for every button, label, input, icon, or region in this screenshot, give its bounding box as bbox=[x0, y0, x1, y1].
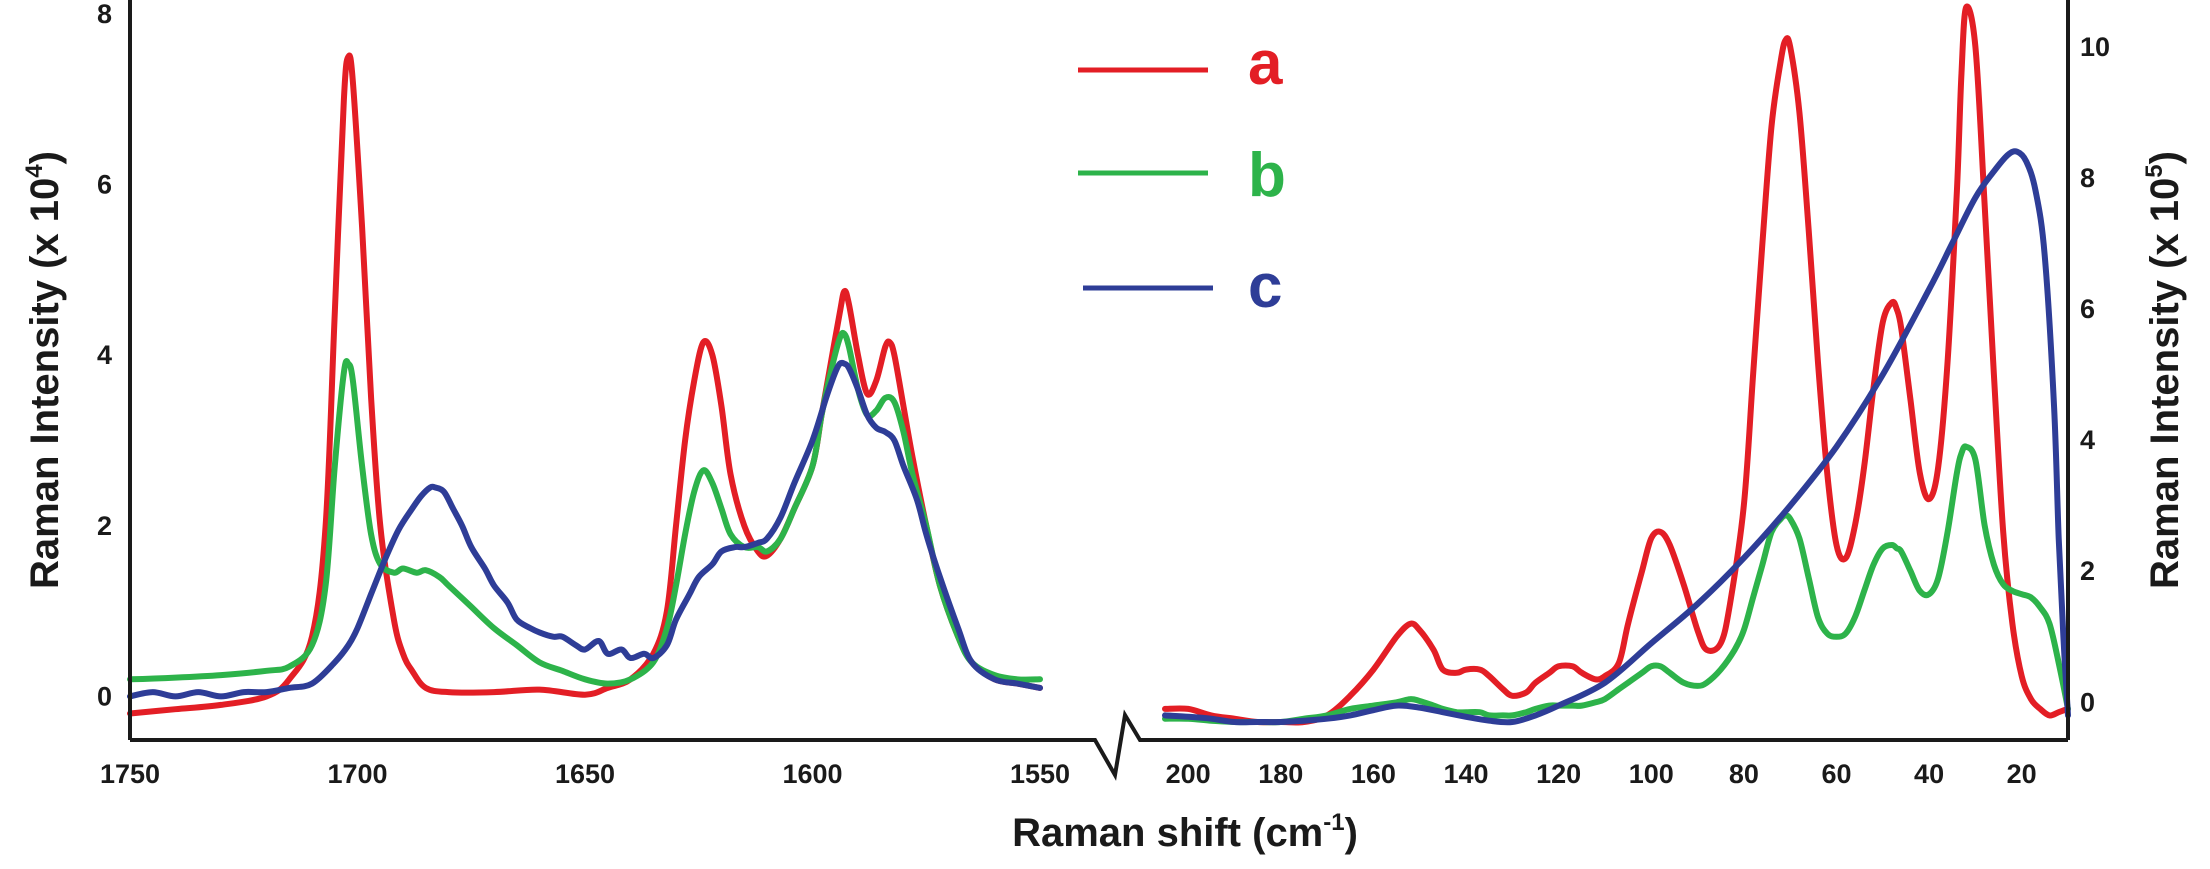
left-y-tick-label: 0 bbox=[97, 681, 112, 711]
right-y-tick-label: 10 bbox=[2080, 32, 2110, 62]
legend-entry-a: a bbox=[1078, 29, 1283, 98]
legend-label-a: a bbox=[1248, 29, 1283, 98]
x-axis-with-break bbox=[130, 709, 2068, 781]
left-x-tick-label: 1750 bbox=[100, 759, 160, 789]
right-y-tick-label: 2 bbox=[2080, 556, 2095, 586]
right-y-axis-label: Raman Intensity (x 105) bbox=[2141, 151, 2187, 589]
right-y-tick-label: 4 bbox=[2080, 425, 2095, 455]
legend-entry-b: b bbox=[1078, 141, 1286, 210]
right-x-ticks: 200 180 160 140 120 100 80 60 40 20 bbox=[1166, 759, 2037, 789]
right-x-tick-label: 180 bbox=[1258, 759, 1303, 789]
left-x-tick-label: 1600 bbox=[782, 759, 842, 789]
right-x-tick-label: 20 bbox=[2007, 759, 2037, 789]
left-y-axis-label: Raman Intensity (x 104) bbox=[21, 151, 67, 589]
legend-label-c: c bbox=[1248, 252, 1282, 321]
right-series-line-b bbox=[1162, 443, 2071, 726]
right-series-line-a bbox=[1162, 3, 2071, 726]
left-series-line-c bbox=[127, 359, 1043, 700]
right-x-tick-label: 160 bbox=[1351, 759, 1396, 789]
right-y-tick-label: 6 bbox=[2080, 294, 2095, 324]
right-series-line-c bbox=[1162, 148, 2071, 726]
right-series-area bbox=[1162, 3, 2071, 726]
right-x-tick-label: 100 bbox=[1629, 759, 1674, 789]
left-x-tick-label: 1700 bbox=[327, 759, 387, 789]
left-y-tick-label: 8 bbox=[97, 0, 112, 29]
right-x-tick-label: 140 bbox=[1443, 759, 1488, 789]
left-x-tick-label: 1550 bbox=[1010, 759, 1070, 789]
right-panel: 200 180 160 140 120 100 80 60 40 20 0 2 4 6 8 10 Raman… bbox=[1162, 0, 2187, 789]
right-x-tick-label: 40 bbox=[1914, 759, 1944, 789]
left-gridless-area bbox=[127, 52, 1043, 717]
left-series-line-b bbox=[127, 330, 1043, 687]
right-y-tick-label: 8 bbox=[2080, 163, 2095, 193]
left-y-tick-label: 6 bbox=[97, 170, 112, 200]
left-y-tick-label: 2 bbox=[97, 511, 112, 541]
right-y-ticks: 0 2 4 6 8 10 bbox=[2080, 32, 2110, 718]
legend-label-b: b bbox=[1248, 141, 1286, 210]
left-panel: 1750 1700 1650 1600 1550 0 2 4 6 8 Raman Intensi… bbox=[21, 0, 1070, 789]
right-x-tick-label: 60 bbox=[1821, 759, 1851, 789]
right-x-tick-label: 120 bbox=[1536, 759, 1581, 789]
left-series-line-a bbox=[127, 52, 1043, 717]
x-axis-label: Raman shift (cm-1) bbox=[1012, 809, 1358, 855]
legend: a b c bbox=[1078, 29, 1286, 321]
right-x-tick-label: 200 bbox=[1166, 759, 1211, 789]
legend-entry-c: c bbox=[1083, 252, 1282, 321]
right-x-tick-label: 80 bbox=[1729, 759, 1759, 789]
left-y-tick-label: 4 bbox=[97, 340, 112, 370]
left-x-tick-label: 1650 bbox=[555, 759, 615, 789]
left-x-ticks: 1750 1700 1650 1600 1550 bbox=[100, 759, 1070, 789]
left-y-ticks: 0 2 4 6 8 bbox=[97, 0, 112, 711]
right-y-tick-label: 0 bbox=[2080, 687, 2095, 717]
